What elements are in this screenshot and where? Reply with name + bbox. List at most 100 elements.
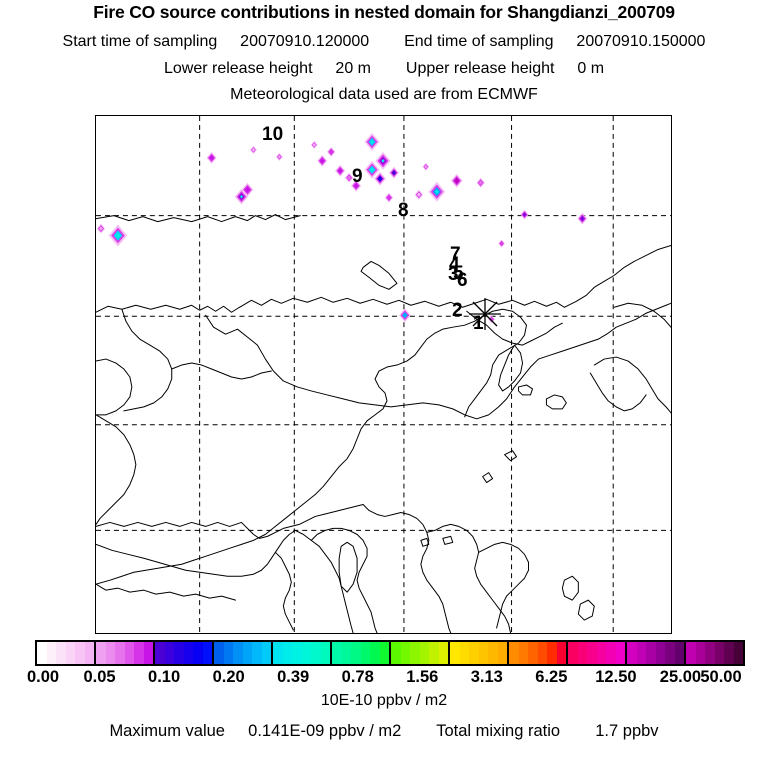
colorbar-step [301,642,311,664]
colorbar-step [459,642,469,664]
colorbar-step [537,642,547,664]
colorbar-step [261,642,271,664]
colorbar-step [627,642,637,664]
colorbar-segment-5 [332,642,391,664]
colorbar-tick-50.00: 50.00 [700,668,742,686]
colorbar-step [528,642,538,664]
colorbar-step [438,642,448,664]
colorbar-step [518,642,528,664]
fire-hotspot [317,154,328,167]
maximum-value-label: Maximum value [109,722,225,740]
fire-hotspot [108,224,128,247]
trajectory-label-8: 8 [398,200,409,221]
hotspot-shape [115,233,120,238]
fire-hotspot [344,172,354,183]
trajectory-label-5: 5 [453,263,464,284]
hotspot-shape [500,241,504,246]
colorbar-segment-0 [37,642,96,664]
colorbar-tick-0.00: 0.00 [26,668,60,686]
colorbar-step [497,642,507,664]
colorbar-step [164,642,174,664]
colorbar-step [65,642,75,664]
hotspot-shape [387,195,391,200]
hotspot-shape [312,143,316,147]
trajectory-label-9: 9 [352,166,363,187]
colorbar-step [568,642,578,664]
colorbar-segment-11 [686,642,743,664]
colorbar-step [282,642,292,664]
fire-hotspot [364,160,380,179]
fire-hotspot [520,209,529,220]
colorbar-step [665,642,675,664]
colorbar-step [174,642,184,664]
colorbar-step [311,642,321,664]
fire-hotspot [476,177,485,188]
colorbar-step [478,642,488,664]
end-time-label: End time of sampling [404,33,554,50]
colorbar [35,640,745,666]
fire-hotspot [206,151,217,164]
colorbar-step [587,642,597,664]
colorbar-step [233,642,243,664]
colorbar-step [155,642,165,664]
total-mixing-ratio-value: 1.7 ppbv [595,722,659,740]
fire-hotspot [241,182,254,197]
trajectory-label-1: 1 [473,313,484,334]
colorbar-step [37,642,47,664]
fire-hotspot [450,173,463,188]
fire-hotspot [428,181,446,202]
colorbar-step [273,642,283,664]
trajectory-label-10: 10 [262,124,284,145]
fire-hotspot [414,189,424,200]
colorbar-step [391,642,401,664]
trajectory-label-4: 4 [449,254,460,275]
colorbar-step [252,642,262,664]
fire-hotspot [335,164,346,177]
colorbar-step [733,642,743,664]
colorbar-step [46,642,56,664]
end-time-value: 20070910.150000 [576,33,706,50]
colorbar-step [84,642,94,664]
colorbar-step [695,642,705,664]
hotspot-shape [347,175,352,181]
hotspot-shape [244,186,251,193]
colorbar-step [714,642,724,664]
colorbar-step [419,642,429,664]
hotspot-shape [490,317,494,322]
colorbar-step [606,642,616,664]
colorbar-step [193,642,203,664]
trajectory-label-7: 7 [450,244,461,265]
fire-hotspot [384,192,394,203]
colorbar-segment-10 [627,642,686,664]
colorbar-step [56,642,66,664]
colorbar-tick-0.05: 0.05 [83,668,116,686]
colorbar-step [469,642,479,664]
colorbar-step [320,642,330,664]
colorbar-tick-labels: 0.00 0.05 0.10 0.20 0.39 0.78 1.56 3.13 6.25 12.5… [0,668,768,688]
colorbar-segment-7 [450,642,509,664]
colorbar-step [96,642,106,664]
total-mixing-ratio-label: Total mixing ratio [436,722,561,740]
colorbar-tick-1.56: 1.56 [406,668,439,686]
colorbar-tick-12.50: 12.50 [595,668,637,686]
fire-hotspot [326,146,336,157]
fire-hotspot [310,140,318,149]
trajectory-label-2: 2 [452,300,463,321]
fire-hotspot [398,308,411,323]
colorbar-step [410,642,420,664]
colorbar-step [124,642,134,664]
colorbar-step [646,642,656,664]
page-title: Fire CO source contributions in nested d… [93,2,675,22]
upper-release-height-label: Upper release height [405,60,555,77]
colorbar-step [214,642,224,664]
colorbar-segment-4 [273,642,332,664]
start-time-value: 20070910.120000 [240,33,370,50]
fire-hotspot [96,223,106,234]
trajectory-label-3: 3 [448,264,459,285]
coastline-layer [96,214,671,633]
hotspot-shape [277,155,281,159]
colorbar-step [370,642,380,664]
colorbar-tick-3.13: 3.13 [470,668,503,686]
colorbar-step [705,642,715,664]
